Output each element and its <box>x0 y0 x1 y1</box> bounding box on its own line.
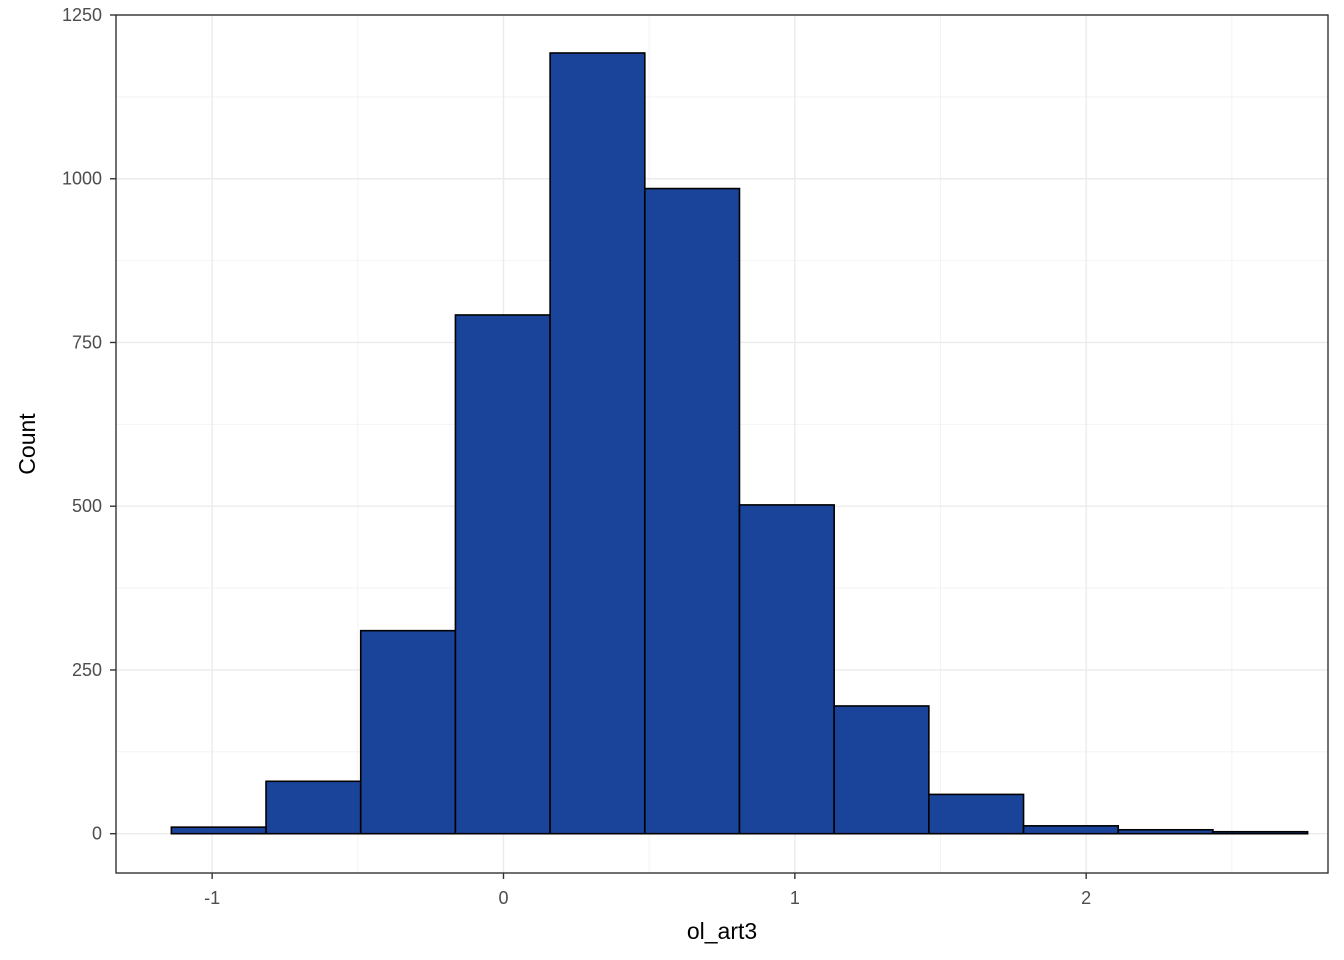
panel-border <box>115 14 1329 874</box>
x-tick-label: 0 <box>498 888 508 908</box>
y-tick-label: 1000 <box>62 169 102 189</box>
histogram-bar <box>1212 830 1309 835</box>
histogram-bar <box>738 504 835 835</box>
histogram-bars <box>170 52 1309 835</box>
x-tick-label: 1 <box>790 888 800 908</box>
histogram-bar <box>928 793 1025 835</box>
histogram-bar <box>833 705 930 835</box>
axes: -1 0 1 2 0 250 500 750 1000 1250 <box>62 5 1091 908</box>
histogram-bar <box>1022 825 1120 835</box>
histogram-bar <box>265 780 362 835</box>
y-tick-label: 750 <box>72 332 102 352</box>
histogram-bar <box>549 52 646 835</box>
y-tick-label: 250 <box>72 660 102 680</box>
histogram-bar <box>454 314 551 835</box>
y-tick-label: 0 <box>92 824 102 844</box>
histogram-bar <box>1117 828 1214 835</box>
x-tick-label: -1 <box>204 888 220 908</box>
histogram-bar <box>170 826 267 835</box>
histogram-bar <box>643 187 741 835</box>
y-axis-title: Count <box>14 413 40 475</box>
x-axis-title: ol_art3 <box>687 918 757 944</box>
y-tick-label: 1250 <box>62 5 102 25</box>
x-tick-label: 2 <box>1081 888 1091 908</box>
y-tick-label: 500 <box>72 496 102 516</box>
histogram-bar <box>359 629 457 835</box>
